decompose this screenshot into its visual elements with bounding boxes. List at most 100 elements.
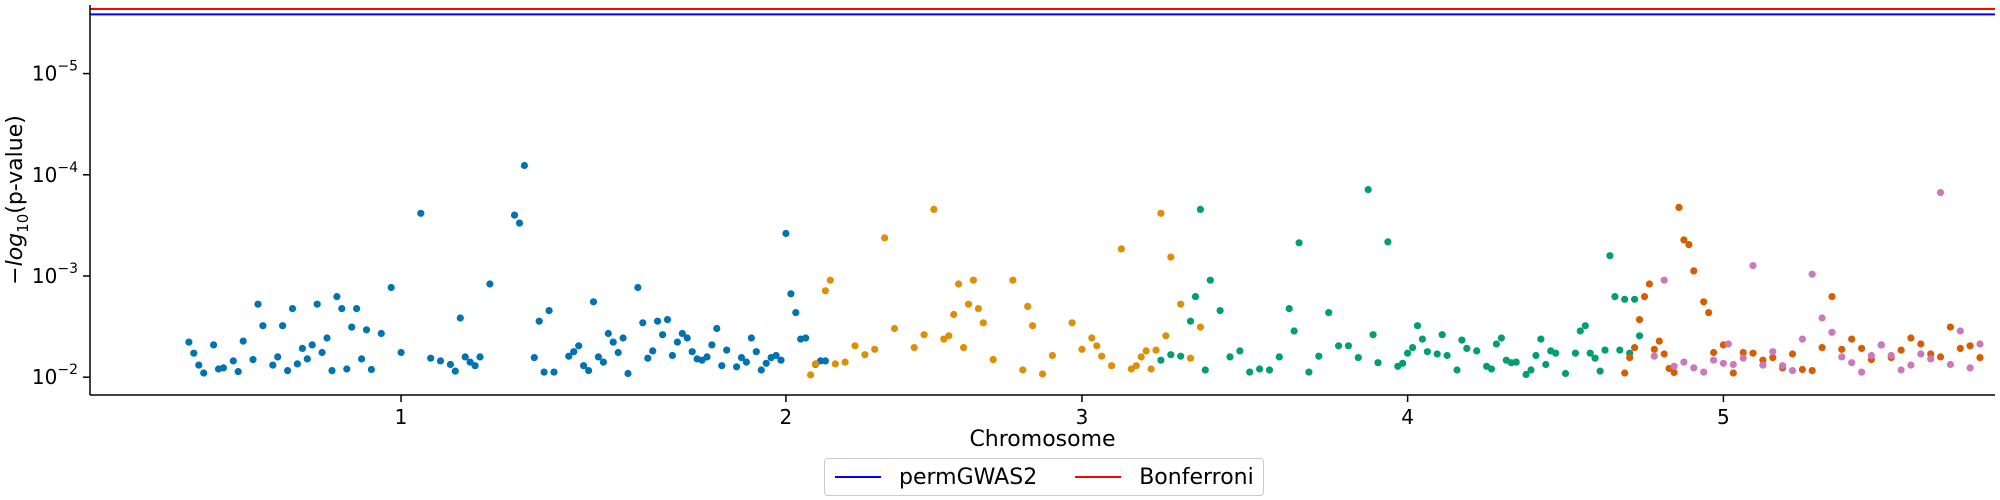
point-chr3-22 <box>1344 342 1352 350</box>
point-chr2-20 <box>969 276 978 284</box>
point-chr3-19 <box>1315 352 1323 360</box>
point-chr4-0 <box>1621 369 1629 377</box>
point-chr4-43 <box>1966 342 1974 350</box>
point-chr3-32 <box>1413 322 1422 330</box>
point-chr3-57 <box>1571 349 1579 357</box>
point-chr2-46 <box>1177 300 1185 308</box>
point-chr2-6 <box>851 342 859 350</box>
point-chr5-7 <box>1719 359 1727 367</box>
point-chr3-10 <box>1236 347 1244 355</box>
point-chr1-19 <box>298 344 306 352</box>
point-chr5-2 <box>1670 362 1678 370</box>
point-chr3-29 <box>1399 359 1407 367</box>
point-chr3-62 <box>1596 367 1604 375</box>
point-chr3-15 <box>1285 305 1293 313</box>
point-chr1-54 <box>545 307 553 315</box>
point-chr3-17 <box>1295 239 1303 247</box>
point-chr5-29 <box>1927 355 1935 363</box>
point-chr2-9 <box>881 234 889 242</box>
point-chr1-56 <box>565 352 573 360</box>
point-chr1-37 <box>417 209 425 217</box>
point-chr1-4 <box>210 341 218 349</box>
point-chr1-53 <box>540 368 548 376</box>
point-chr4-7 <box>1655 337 1663 345</box>
point-chr1-28 <box>343 365 351 373</box>
point-chr5-6 <box>1710 356 1718 364</box>
point-chr4-44 <box>1976 354 1984 362</box>
point-chr5-19 <box>1828 328 1836 336</box>
point-chr1-97 <box>777 356 785 364</box>
point-chr4-29 <box>1828 293 1836 301</box>
point-chr1-43 <box>461 353 469 361</box>
point-chr1-88 <box>733 363 741 371</box>
point-chr2-15 <box>945 332 953 340</box>
point-chr1-46 <box>476 353 484 361</box>
point-chr3-61 <box>1591 354 1599 362</box>
point-chr3-9 <box>1226 353 1234 361</box>
point-chr5-33 <box>1966 364 1974 372</box>
point-chr3-7 <box>1206 276 1214 284</box>
point-chr1-20 <box>303 355 311 363</box>
point-chr3-63 <box>1601 346 1609 354</box>
point-chr5-31 <box>1946 360 1954 369</box>
point-chr5-25 <box>1887 351 1895 360</box>
point-chr1-67 <box>619 334 627 342</box>
point-chr1-83 <box>703 353 711 361</box>
point-chr2-23 <box>989 356 997 364</box>
point-chr4-36 <box>1897 346 1905 354</box>
point-chr2-16 <box>950 310 958 319</box>
point-chr3-70 <box>1635 332 1644 340</box>
point-chr1-94 <box>762 359 770 367</box>
legend-label-bonferroni: Bonferroni <box>1139 464 1254 490</box>
point-chr3-33 <box>1418 335 1426 343</box>
point-chr3-53 <box>1542 360 1550 369</box>
point-chr3-59 <box>1581 322 1589 330</box>
point-chr1-42 <box>456 314 464 322</box>
point-chr2-11 <box>910 344 918 352</box>
point-chr1-63 <box>599 358 608 366</box>
point-chr1-15 <box>279 322 287 330</box>
point-chr4-13 <box>1685 241 1693 249</box>
point-chr1-64 <box>604 329 612 338</box>
point-chr5-4 <box>1690 364 1698 372</box>
legend-item-permgwas2: permGWAS2 <box>835 465 1037 490</box>
point-chr1-61 <box>589 298 598 306</box>
point-chr3-55 <box>1552 349 1560 357</box>
point-chr3-69 <box>1631 295 1639 303</box>
point-chr3-2 <box>1177 352 1185 360</box>
point-chr3-45 <box>1497 334 1505 342</box>
point-chr1-10 <box>249 356 257 364</box>
point-chr1-41 <box>451 367 459 375</box>
point-chr4-26 <box>1798 365 1806 374</box>
x-tick-label-3: 3 <box>1076 405 1089 429</box>
y-ticks: 10−2 10−3 10−4 10−5 <box>32 59 90 389</box>
point-chr1-89 <box>737 354 746 362</box>
point-chr3-18 <box>1305 368 1313 376</box>
point-chr3-3 <box>1186 317 1195 325</box>
point-chr1-62 <box>594 353 603 361</box>
point-chr1-35 <box>387 283 395 292</box>
legend-swatch-permgwas2 <box>835 476 881 478</box>
point-chr1-74 <box>659 331 667 339</box>
point-chr1-75 <box>663 316 672 324</box>
point-chr3-31 <box>1409 344 1417 352</box>
point-chr1-65 <box>609 338 617 346</box>
point-chr1-49 <box>515 219 524 227</box>
point-chr1-96 <box>772 351 780 360</box>
point-chr1-87 <box>723 346 731 354</box>
point-chr3-23 <box>1354 354 1362 362</box>
point-chr1-8 <box>234 368 242 376</box>
point-chr5-10 <box>1739 354 1747 362</box>
point-chr3-37 <box>1443 351 1451 360</box>
point-chr1-44 <box>466 358 474 366</box>
point-chr1-100 <box>792 309 800 317</box>
y-axis-label: −log10(p-value) <box>3 115 32 285</box>
point-chr1-90 <box>742 358 751 366</box>
point-chr1-58 <box>575 342 583 350</box>
point-chr5-27 <box>1907 361 1915 369</box>
point-chr3-16 <box>1290 327 1298 335</box>
point-chr2-45 <box>1167 253 1175 261</box>
point-chr3-26 <box>1374 359 1382 367</box>
point-chr2-38 <box>1132 362 1140 370</box>
